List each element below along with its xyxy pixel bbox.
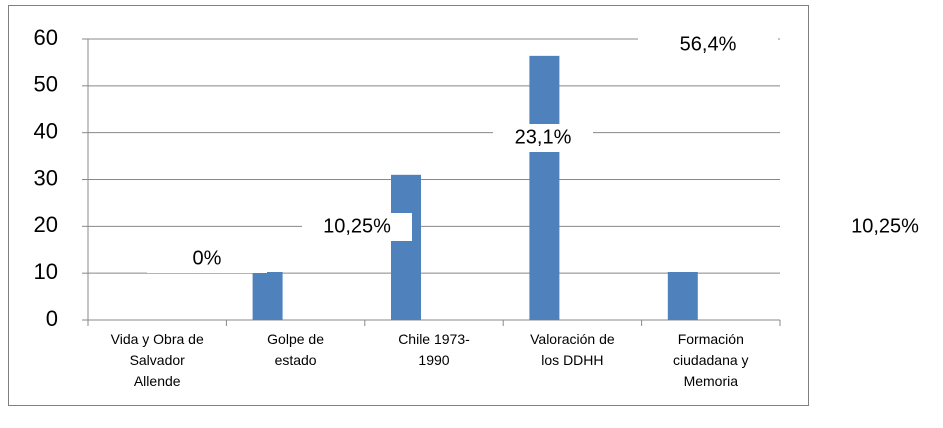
annotation-box bbox=[493, 124, 593, 152]
x-tick-label-line: Salvador bbox=[130, 352, 186, 368]
x-tick-label-line: Vida y Obra de bbox=[111, 331, 204, 347]
y-tick-label: 40 bbox=[34, 118, 58, 143]
x-tick-label-line: Golpe de bbox=[267, 331, 324, 347]
annotation-box bbox=[830, 213, 940, 241]
annotation: 56,4% bbox=[680, 33, 737, 55]
x-tick-label-line: Allende bbox=[134, 373, 181, 389]
annotation: 23,1% bbox=[515, 126, 572, 148]
annotation-box bbox=[638, 32, 778, 58]
y-tick-label: 0 bbox=[46, 306, 58, 331]
x-tick-label: Formación ciudadana y Memoria bbox=[673, 331, 749, 389]
bar bbox=[252, 271, 283, 320]
bar bbox=[667, 271, 698, 320]
x-tick-label-line: ciudadana y bbox=[673, 352, 749, 368]
bar bbox=[529, 55, 560, 321]
x-tick-label: Vida y Obra de Salvador Allende bbox=[111, 331, 204, 389]
y-tick-label: 50 bbox=[34, 72, 58, 97]
y-tick-label: 60 bbox=[34, 25, 58, 50]
x-tick-label: Golpe de estado bbox=[267, 331, 324, 368]
x-tick-label-line: Memoria bbox=[684, 373, 739, 389]
x-tick-label-line: los DDHH bbox=[541, 352, 603, 368]
x-tick-label: Chile 1973- 1990 bbox=[398, 331, 470, 368]
annotation-box bbox=[147, 245, 267, 273]
x-tick-label-line: estado bbox=[275, 352, 317, 368]
y-tick-label: 20 bbox=[34, 212, 58, 237]
bar bbox=[391, 174, 421, 320]
x-tick-label: Valoración de los DDHH bbox=[530, 331, 615, 368]
y-tick-label: 10 bbox=[34, 259, 58, 284]
x-tick-label-line: 1990 bbox=[418, 352, 449, 368]
x-tick-label-line: Formación bbox=[678, 331, 744, 347]
annotation: 10,25% bbox=[851, 215, 919, 237]
annotation-box bbox=[302, 213, 412, 241]
x-tick-label-line: Valoración de bbox=[530, 331, 615, 347]
annotation: 10,25% bbox=[323, 215, 391, 237]
y-tick-label: 30 bbox=[34, 165, 58, 190]
annotation: 0% bbox=[193, 247, 222, 269]
x-tick-label-line: Chile 1973- bbox=[398, 331, 470, 347]
